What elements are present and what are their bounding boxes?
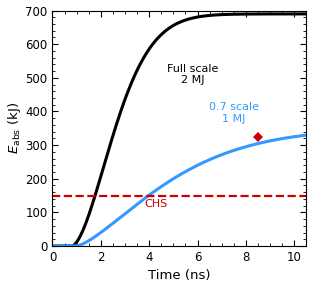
X-axis label: Time (ns): Time (ns) <box>148 270 211 283</box>
Y-axis label: $E_{\mathrm{abs}}$ (kJ): $E_{\mathrm{abs}}$ (kJ) <box>6 102 22 154</box>
Text: 0.7 scale
1 MJ: 0.7 scale 1 MJ <box>209 102 259 124</box>
Text: Full scale
2 MJ: Full scale 2 MJ <box>167 64 218 85</box>
Text: CHS: CHS <box>144 199 168 209</box>
